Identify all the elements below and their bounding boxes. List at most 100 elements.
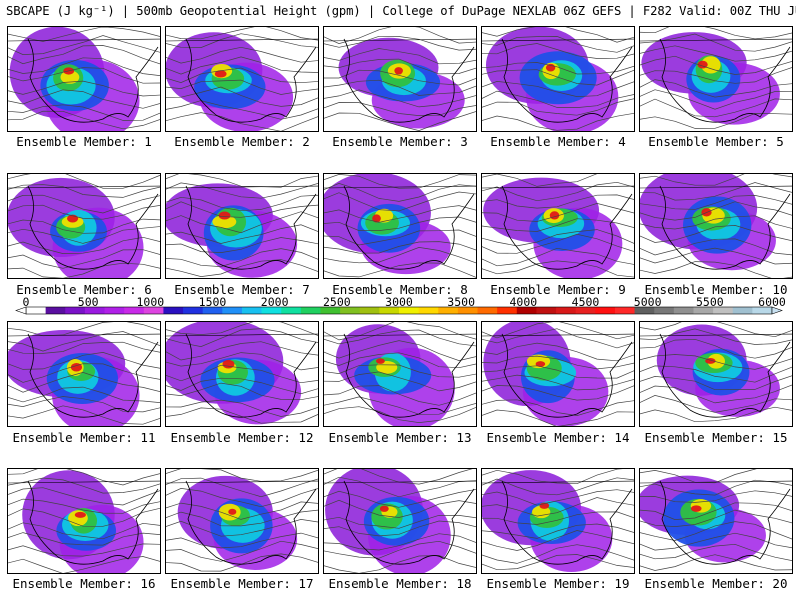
colorbar-segment — [45, 307, 66, 314]
height-contour — [640, 543, 792, 561]
height-contour — [8, 67, 160, 84]
height-contour — [166, 364, 318, 384]
coastline — [659, 333, 791, 418]
height-contour — [8, 249, 160, 269]
ensemble-map-panel — [639, 26, 793, 132]
coastline — [659, 185, 791, 270]
height-contour — [166, 407, 318, 424]
ensemble-map-panel — [481, 321, 635, 427]
height-contour — [8, 543, 160, 557]
height-contour — [166, 322, 318, 336]
height-contour — [8, 45, 160, 65]
height-contour — [640, 238, 792, 256]
height-contour — [640, 45, 792, 62]
height-contour — [482, 98, 634, 116]
height-contour — [640, 395, 792, 413]
colorbar-segment — [536, 307, 557, 314]
height-contour — [166, 477, 318, 498]
height-contour — [324, 396, 476, 415]
height-contour — [482, 342, 634, 362]
country-border — [8, 480, 160, 484]
height-contour — [482, 554, 634, 571]
colorbar-segment — [340, 307, 361, 314]
height-contour — [166, 33, 318, 48]
panel-label: Ensemble Member: 16 — [12, 576, 156, 591]
chart-title: SBCAPE (J kg⁻¹) | 500mb Geopotential Hei… — [6, 4, 796, 18]
country-border — [640, 38, 792, 42]
colorbar-tick-label: 5000 — [633, 295, 662, 309]
country-border — [8, 333, 160, 337]
colorbar-segment — [516, 307, 537, 314]
height-contour — [482, 229, 634, 247]
colorbar-segment — [418, 307, 439, 314]
height-contour — [166, 248, 318, 267]
height-contour — [482, 409, 634, 426]
ensemble-map-panel — [481, 26, 635, 132]
cape-map — [166, 469, 318, 572]
ensemble-map-panel — [481, 468, 635, 574]
coastline — [343, 185, 475, 270]
height-contour — [482, 194, 634, 209]
colorbar-segment — [693, 307, 714, 314]
colorbar-segment — [320, 307, 341, 314]
coastline — [343, 38, 475, 123]
height-contour — [8, 386, 160, 403]
height-contour — [640, 521, 792, 541]
cape-shading — [60, 70, 80, 84]
height-contour — [166, 67, 318, 84]
coastline — [343, 333, 475, 418]
height-contour — [8, 352, 160, 370]
cape-map — [324, 174, 476, 278]
ensemble-map-panel — [7, 173, 161, 279]
height-contour — [324, 191, 476, 212]
panel-label: Ensemble Member: 20 — [644, 576, 788, 591]
height-contour — [482, 62, 634, 75]
colorbar-segment — [438, 307, 459, 314]
colorbar-tick-label: 3500 — [447, 295, 476, 309]
height-contour — [8, 27, 160, 42]
country-border — [482, 480, 634, 484]
colorbar-segment — [143, 307, 164, 314]
ensemble-map-panel — [323, 173, 477, 279]
height-contour — [482, 399, 634, 416]
height-contour — [166, 174, 318, 188]
colorbar-tick-label: 1000 — [136, 295, 165, 309]
cape-shading — [376, 358, 385, 364]
panel-label: Ensemble Member: 4 — [490, 134, 626, 149]
height-contour — [482, 523, 634, 539]
height-contour — [640, 201, 792, 221]
height-contour — [482, 365, 634, 379]
colorbar-tick-label: 4500 — [571, 295, 600, 309]
country-border — [324, 480, 476, 484]
height-contour — [166, 501, 318, 520]
colorbar-segment — [183, 307, 204, 314]
ensemble-map-panel — [7, 468, 161, 574]
height-contour — [8, 396, 160, 413]
height-contour — [166, 46, 318, 64]
height-contour — [640, 509, 792, 527]
cape-map — [8, 322, 160, 426]
cape-map — [482, 174, 634, 278]
height-contour — [324, 555, 476, 573]
height-contour — [166, 532, 318, 549]
height-contour — [482, 385, 634, 401]
height-contour — [640, 225, 792, 243]
colorbar-segment — [104, 307, 125, 314]
height-contour — [324, 229, 476, 246]
colorbar-segment — [399, 307, 420, 314]
height-contour — [166, 341, 318, 361]
panel-label: Ensemble Member: 8 — [332, 282, 468, 297]
cape-map — [8, 27, 160, 131]
height-contour — [8, 469, 160, 486]
height-contour — [640, 261, 792, 278]
height-contour — [640, 195, 792, 210]
coastline — [343, 480, 475, 565]
height-contour — [324, 48, 476, 65]
coastline — [27, 38, 159, 123]
height-contour — [8, 322, 160, 337]
cape-map — [8, 469, 160, 573]
height-contour — [324, 58, 476, 75]
height-contour — [640, 406, 792, 423]
height-contour — [166, 382, 318, 401]
colorbar-segment — [497, 307, 518, 314]
